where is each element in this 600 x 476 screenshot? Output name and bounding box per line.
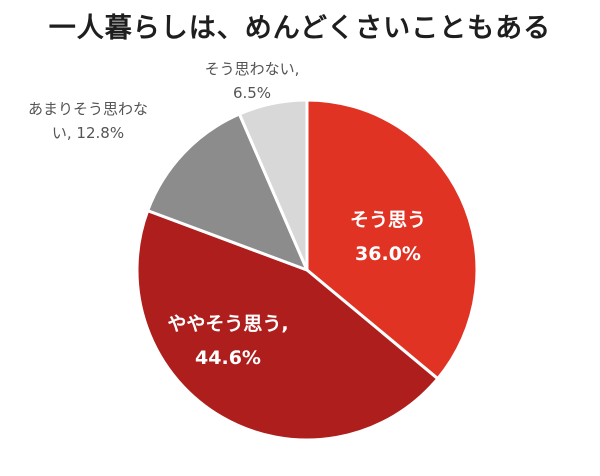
slice-label-line: い, 12.8% [52, 124, 124, 142]
slice-label-line: 6.5% [233, 84, 271, 102]
chart-title: 一人暮らしは、めんどくさいこともある [48, 13, 552, 44]
pie-slice-2 [135, 209, 440, 442]
slice-label-line: そう思う [350, 209, 426, 231]
slice-label-4: そう思わない, 6.5% [205, 60, 300, 102]
slice-label-line: あまりそう思わな [28, 100, 148, 118]
slice-label-line: 44.6% [195, 347, 261, 369]
pie-slice-3 [146, 112, 309, 272]
slice-label-3: あまりそう思わない, 12.8% [28, 100, 148, 142]
slice-label-1: そう思う 36.0% [350, 209, 426, 265]
pie-slice-4 [237, 98, 309, 272]
slice-label-line: ややそう思う, [167, 313, 288, 335]
slice-label-line: 36.0% [355, 243, 421, 265]
slice-label-line: そう思わない, [205, 60, 300, 78]
pie-slice-1 [305, 98, 479, 381]
slice-label-2: ややそう思う, 44.6% [167, 313, 288, 369]
